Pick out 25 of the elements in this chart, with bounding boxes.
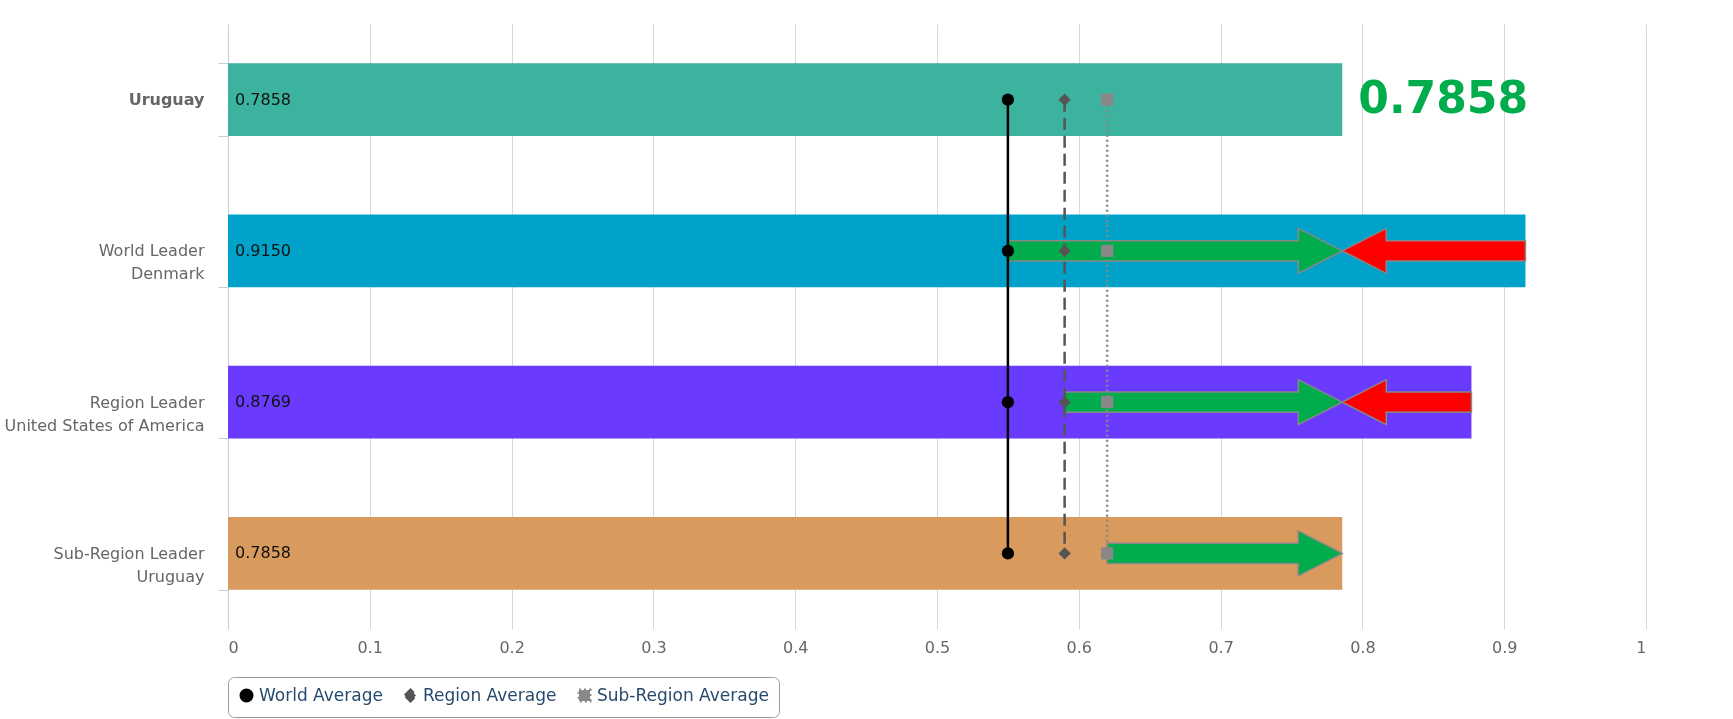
- x-tick-label: 0: [228, 637, 239, 657]
- legend-label: Sub-Region Average: [597, 684, 769, 705]
- y-tick-label: World Leader Denmark: [98, 241, 206, 284]
- x-tick-label: 0.4: [782, 637, 809, 657]
- x-tick-label: 0.1: [357, 637, 384, 657]
- data-label: 0.9150: [235, 240, 291, 260]
- x-tick-label: 0.6: [1066, 637, 1093, 657]
- annotation: 0.7858: [1358, 71, 1529, 123]
- y-tick-label: Sub-Region Leader Uruguay: [53, 543, 205, 586]
- bar: [228, 63, 1343, 136]
- y-tick-label: Uruguay: [128, 90, 206, 110]
- legend-label: World Average: [259, 684, 383, 705]
- x-tick-label: 1: [1636, 637, 1647, 657]
- data-label: 0.7858: [235, 89, 291, 109]
- x-tick-label: 0.5: [924, 637, 951, 657]
- legend-label: Region Average: [423, 684, 557, 705]
- x-tick-label: 0.8: [1350, 637, 1376, 657]
- bar: [228, 517, 1343, 590]
- x-tick-label: 0.7: [1208, 637, 1234, 657]
- x-tick-label: 0.2: [499, 637, 525, 657]
- x-tick-label: 0.3: [641, 637, 667, 657]
- data-label: 0.8769: [235, 392, 291, 412]
- y-tick-label: Region Leader United States of America: [4, 392, 205, 435]
- x-tick-label: 0.9: [1491, 637, 1518, 657]
- data-label: 0.7858: [235, 543, 291, 563]
